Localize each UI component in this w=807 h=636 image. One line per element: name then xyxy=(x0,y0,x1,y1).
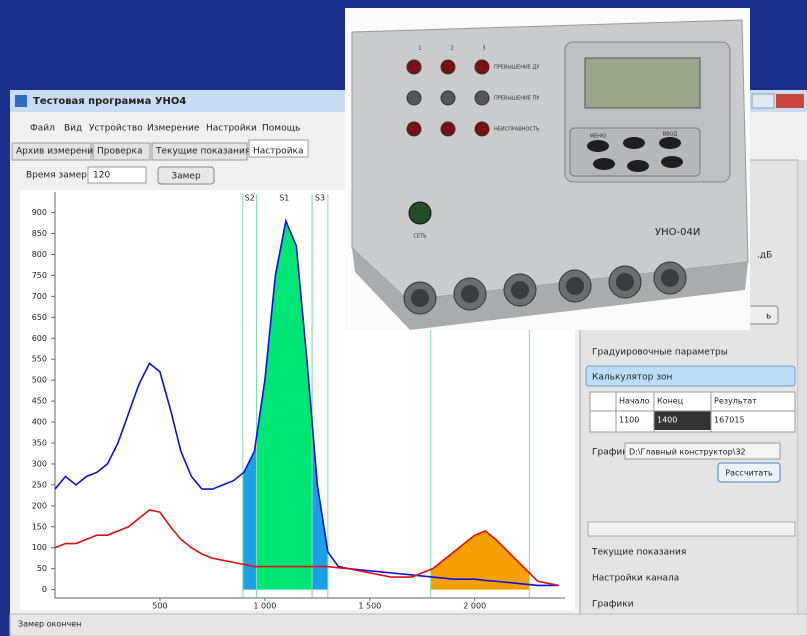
menu-item[interactable]: Настройки xyxy=(206,124,257,134)
menu-item[interactable]: Измерение xyxy=(147,124,200,134)
menu-item[interactable]: Устройство xyxy=(89,124,143,134)
calibration-header[interactable]: Градуировочные параметры xyxy=(592,348,728,358)
y-tick-label: 450 xyxy=(32,397,47,406)
key-label: МЕНЮ xyxy=(590,134,607,140)
device-key[interactable] xyxy=(661,156,683,168)
fragment-button-label: ь xyxy=(766,312,771,322)
graph-path: D:\Главный конструктор\32 xyxy=(629,448,746,457)
channel-number: 2 xyxy=(450,46,453,52)
x-tick-label: 2 000 xyxy=(463,602,486,611)
zone-label: S1 xyxy=(279,194,289,203)
indicator-led xyxy=(441,91,455,105)
connector-core xyxy=(566,277,584,295)
measure-button-label: Замер xyxy=(171,172,201,182)
device-key[interactable] xyxy=(593,158,615,170)
y-tick-label: 500 xyxy=(32,376,47,385)
table-cell: 167015 xyxy=(714,416,745,425)
y-tick-label: 350 xyxy=(32,438,47,447)
table-header: Конец xyxy=(657,397,684,406)
tab-label: Проверка xyxy=(97,147,143,157)
app-icon xyxy=(15,95,27,107)
y-tick-label: 800 xyxy=(32,250,47,259)
x-tick-label: 1 500 xyxy=(358,602,381,611)
table-cell: 1100 xyxy=(619,416,639,425)
calculator-label: Калькулятор зон xyxy=(592,373,673,383)
indicator-led xyxy=(407,60,421,74)
tab-label: Текущие показания xyxy=(155,147,250,157)
section-header[interactable]: Графики xyxy=(592,600,634,610)
screen: Тестовая программа УНО4 Файл Вид Устройств… xyxy=(0,0,807,636)
indicator-led xyxy=(475,122,489,136)
indicator-led xyxy=(441,122,455,136)
y-tick-label: 700 xyxy=(32,292,47,301)
x-tick-label: 1 000 xyxy=(253,602,276,611)
device-key[interactable] xyxy=(623,137,645,149)
y-tick-label: 550 xyxy=(32,355,47,364)
device-key[interactable] xyxy=(587,140,609,152)
y-tick-label: 400 xyxy=(32,418,47,427)
zone-label: S3 xyxy=(315,194,325,203)
lcd xyxy=(585,58,700,108)
y-tick-label: 850 xyxy=(32,229,47,238)
tab-label: Архив измерений xyxy=(16,147,99,157)
model-label: УНО-04И xyxy=(655,227,700,238)
device-key[interactable] xyxy=(627,160,649,172)
y-tick-label: 600 xyxy=(32,334,47,343)
h-scrollbar[interactable] xyxy=(588,522,795,536)
unit-fragment: .дБ xyxy=(757,251,772,261)
maximize-button[interactable] xyxy=(752,94,774,108)
power-label: СЕТЬ xyxy=(413,234,427,240)
zone-label: S2 xyxy=(245,194,255,203)
y-tick-label: 250 xyxy=(32,480,47,489)
status-text: Замер окончен xyxy=(18,620,81,629)
window-title: Тестовая программа УНО4 xyxy=(33,96,186,107)
connector-core xyxy=(616,273,634,291)
table-header: Начало xyxy=(619,397,650,406)
y-tick-label: 50 xyxy=(37,564,47,573)
connector-core xyxy=(411,289,429,307)
indicator-led xyxy=(475,60,489,74)
time-label: Время замера xyxy=(26,171,92,181)
y-tick-label: 100 xyxy=(32,543,47,552)
indicator-label: НЕИСПРАВНОСТЬ xyxy=(494,127,540,133)
connector-core xyxy=(461,285,479,303)
indicator-label: ПРЕВЫШЕНИЕ ПУ xyxy=(494,96,539,102)
graph-label: График xyxy=(592,448,628,458)
indicator-led xyxy=(475,91,489,105)
device-photo: 1 2 3 ПРЕВЫШЕНИЕ ДУ ПРЕВЫШЕНИЕ ПУ НЕИСПРАВНОС… xyxy=(345,8,750,330)
time-value: 120 xyxy=(93,171,110,181)
key-label: ВВОД xyxy=(663,132,678,138)
channel-number: 1 xyxy=(418,46,421,52)
indicator-label: ПРЕВЫШЕНИЕ ДУ xyxy=(494,65,539,71)
page: {"window":{"title":"Тестовая программа У… xyxy=(0,0,807,636)
y-tick-label: 900 xyxy=(32,208,47,217)
menu-item[interactable]: Помощь xyxy=(262,124,300,134)
y-tick-label: 750 xyxy=(32,271,47,280)
close-button[interactable] xyxy=(776,94,804,108)
y-tick-label: 200 xyxy=(32,501,47,510)
x-tick-label: 500 xyxy=(152,602,167,611)
calc-button-label: Рассчитать xyxy=(725,469,773,478)
connector-core xyxy=(661,269,679,287)
y-tick-label: 300 xyxy=(32,459,47,468)
section-header[interactable]: Настройки канала xyxy=(592,574,679,584)
status-bar xyxy=(10,614,807,636)
y-tick-label: 650 xyxy=(32,313,47,322)
tab-label: Настройка xyxy=(253,147,304,157)
connector-core xyxy=(511,281,529,299)
channel-number: 3 xyxy=(482,46,485,52)
power-led xyxy=(409,202,431,224)
indicator-led xyxy=(441,60,455,74)
scrollbar[interactable] xyxy=(798,160,807,614)
device-key[interactable] xyxy=(659,137,681,149)
indicator-led xyxy=(407,91,421,105)
menu-item[interactable]: Файл xyxy=(30,124,55,134)
y-tick-label: 0 xyxy=(42,585,47,594)
table-header: Результат xyxy=(714,397,757,406)
section-header[interactable]: Текущие показания xyxy=(591,548,686,558)
y-tick-label: 150 xyxy=(32,522,47,531)
menu-item[interactable]: Вид xyxy=(64,124,82,134)
indicator-led xyxy=(407,122,421,136)
table-cell: 1400 xyxy=(657,416,677,425)
